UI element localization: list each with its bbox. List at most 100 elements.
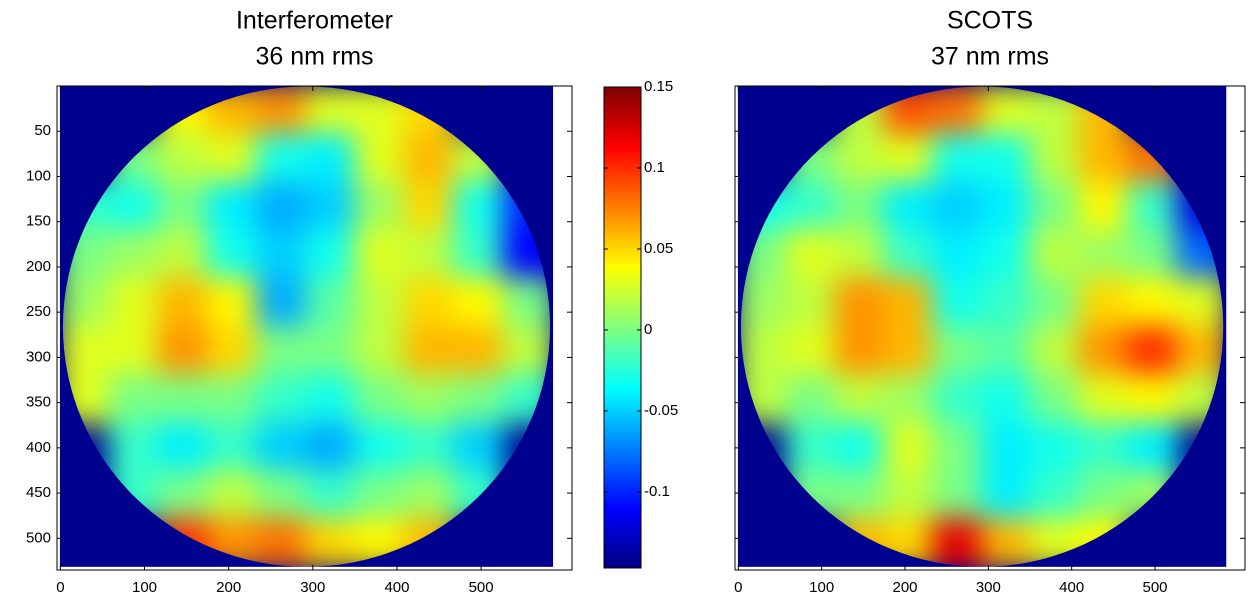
colorbar-tick-label: 0.1 <box>644 159 665 176</box>
x-tick-label: 200 <box>216 579 241 596</box>
colorbar-band <box>604 91 641 96</box>
colorbar-band <box>604 535 641 541</box>
colorbar-band <box>604 271 641 276</box>
colorbar-band <box>604 123 641 128</box>
heatmap-cell <box>305 374 358 424</box>
heatmap-cell <box>403 374 456 424</box>
colorbar-band <box>604 335 641 341</box>
colorbar-band <box>604 171 641 176</box>
colorbar-band <box>604 491 641 497</box>
heatmap-cell <box>207 277 259 328</box>
colorbar-band <box>604 547 641 553</box>
heatmap-cell <box>981 326 1033 377</box>
colorbar-band <box>604 127 641 132</box>
heatmap-cell <box>255 517 308 567</box>
heatmap-cell <box>403 469 456 520</box>
heatmap-cell <box>108 277 161 328</box>
heatmap-cell <box>255 133 308 184</box>
colorbar-band <box>604 391 641 397</box>
heatmap-cell <box>305 469 358 520</box>
heatmap-cell <box>207 229 259 280</box>
colorbar-band <box>604 183 641 188</box>
heatmap-cell <box>207 181 259 232</box>
heatmap-cell <box>834 229 886 280</box>
colorbar-band <box>604 471 641 477</box>
heatmap-cell <box>157 469 210 520</box>
heatmap-cell <box>1078 133 1130 184</box>
heatmap-cell <box>1078 421 1130 472</box>
heatmap-cell <box>931 469 984 520</box>
colorbar-band <box>604 251 641 256</box>
colorbar-band <box>604 99 641 104</box>
colorbar-band <box>604 275 641 280</box>
heatmap-cell <box>157 133 210 184</box>
y-tick-label: 300 <box>26 348 51 365</box>
colorbar-band <box>604 439 641 445</box>
colorbar-band <box>604 395 641 401</box>
colorbar-band <box>604 423 641 429</box>
heatmap-cell <box>452 277 505 328</box>
heatmap-cell <box>981 469 1033 520</box>
x-tick-label: 400 <box>1059 579 1084 596</box>
heatmap-cell <box>452 374 505 424</box>
heatmap-cell <box>834 421 886 472</box>
heatmap-cell <box>305 326 358 377</box>
heatmap-cell <box>157 326 210 377</box>
colorbar-band <box>604 343 641 349</box>
colorbar-band <box>604 167 641 172</box>
colorbar-band <box>604 379 641 385</box>
colorbar-band <box>604 347 641 353</box>
heatmap-cell <box>207 469 259 520</box>
heatmap-cell <box>452 326 505 377</box>
heatmap-cell <box>403 421 456 472</box>
colorbar-band <box>604 531 641 537</box>
colorbar-band <box>604 443 641 449</box>
heatmap-cell <box>62 326 111 377</box>
heatmap-cell <box>157 374 210 424</box>
colorbar-band <box>604 307 641 312</box>
axes-frame <box>734 85 1246 571</box>
colorbar-band <box>604 311 641 316</box>
colorbar-band <box>604 415 641 421</box>
heatmap-cell <box>255 277 308 328</box>
colorbar-band <box>604 351 641 357</box>
colorbar-band <box>604 455 641 461</box>
heatmap-cell <box>502 326 551 377</box>
chart-subtitle: 37 nm rms <box>931 43 1049 71</box>
heatmap-cell <box>354 181 406 232</box>
heatmap-cell <box>255 229 308 280</box>
heatmap-cell <box>108 374 161 424</box>
colorbar-band <box>604 199 641 204</box>
colorbar-band <box>604 555 641 561</box>
colorbar-band <box>604 519 641 525</box>
colorbar-band <box>604 359 641 365</box>
heatmap-cell <box>883 421 935 472</box>
heatmap-cell <box>883 277 935 328</box>
heatmap-cell <box>1078 326 1130 377</box>
colorbar-band <box>604 159 641 164</box>
heatmap-cell <box>883 181 935 232</box>
heatmap-cell <box>786 326 838 377</box>
colorbar-tick-label: 0.15 <box>644 78 673 95</box>
colorbar-band <box>604 135 641 140</box>
colorbar-band <box>604 187 641 192</box>
x-tick-label: 100 <box>132 579 157 596</box>
colorbar-band <box>604 223 641 228</box>
heatmap-cell <box>354 469 406 520</box>
colorbar-band <box>604 139 641 144</box>
colorbar-band <box>604 195 641 200</box>
heatmap-cell <box>931 374 984 424</box>
colorbar-band <box>604 211 641 216</box>
colorbar-band <box>604 119 641 124</box>
heatmap-cell <box>786 374 838 424</box>
colorbar-band <box>604 435 641 441</box>
heatmap-cell <box>354 229 406 280</box>
heatmap-cell <box>502 277 551 328</box>
colorbar-band <box>604 231 641 236</box>
colorbar-band <box>604 427 641 433</box>
heatmap-cell <box>1078 277 1130 328</box>
colorbar-band <box>604 367 641 373</box>
heatmap-cell <box>1126 277 1179 328</box>
colorbar-band <box>604 355 641 361</box>
heatmap-cell <box>834 374 886 424</box>
